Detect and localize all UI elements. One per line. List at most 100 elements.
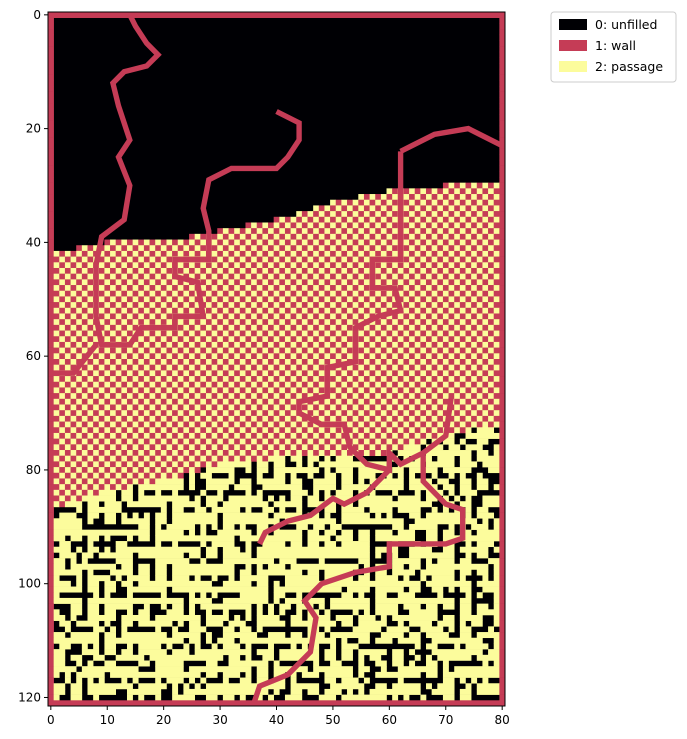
passage-cell bbox=[459, 239, 466, 246]
passage-cell bbox=[70, 563, 117, 570]
wall-cell bbox=[251, 364, 258, 371]
passage-cell bbox=[262, 427, 269, 434]
wall-cell bbox=[59, 478, 66, 485]
wall-cell bbox=[380, 267, 387, 274]
wall-cell bbox=[48, 609, 54, 616]
passage-cell bbox=[200, 285, 207, 292]
wall-cell bbox=[301, 404, 308, 411]
passage-cell bbox=[155, 376, 162, 383]
passage-cell bbox=[442, 666, 449, 673]
passage-cell bbox=[121, 319, 128, 326]
wall-cell bbox=[307, 410, 314, 417]
passage-cell bbox=[363, 279, 370, 286]
wall-cell bbox=[318, 330, 325, 337]
wall-cell bbox=[48, 450, 60, 457]
wall-cell bbox=[222, 324, 229, 331]
passage-cell bbox=[347, 688, 353, 695]
wall-cell bbox=[465, 194, 472, 201]
passage-cell bbox=[352, 279, 359, 286]
passage-cell bbox=[426, 410, 432, 417]
passage-cell bbox=[392, 489, 399, 496]
passage-cell bbox=[392, 216, 399, 223]
wall-cell bbox=[307, 273, 314, 280]
passage-cell bbox=[228, 427, 235, 434]
wall-cell bbox=[115, 330, 122, 337]
passage-cell bbox=[155, 285, 162, 292]
passage-cell bbox=[324, 410, 331, 417]
wall-cell bbox=[296, 421, 303, 428]
wall-cell bbox=[493, 347, 506, 354]
wall-cell bbox=[499, 580, 506, 587]
passage-cell bbox=[414, 421, 421, 428]
wall-cell bbox=[454, 319, 461, 326]
wall-cell bbox=[256, 233, 263, 240]
wall-cell bbox=[256, 267, 263, 274]
passage-cell bbox=[149, 302, 156, 309]
passage-cell bbox=[347, 205, 353, 212]
passage-cell bbox=[160, 592, 167, 599]
passage-cell bbox=[93, 626, 105, 633]
passage-cell bbox=[228, 267, 235, 274]
wall-cell bbox=[262, 341, 269, 348]
passage-cell bbox=[380, 353, 387, 360]
passage-cell bbox=[482, 421, 489, 428]
passage-cell bbox=[431, 393, 438, 400]
wall-cell bbox=[155, 370, 162, 377]
passage-cell bbox=[155, 387, 162, 394]
passage-cell bbox=[284, 404, 291, 411]
wall-cell bbox=[284, 296, 291, 303]
wall-cell bbox=[476, 341, 483, 348]
passage-cell bbox=[352, 302, 359, 309]
wall-cell bbox=[177, 381, 184, 388]
wall-cell bbox=[262, 398, 269, 405]
passage-cell bbox=[228, 324, 235, 331]
passage-cell bbox=[403, 398, 410, 405]
wall-cell bbox=[48, 614, 54, 621]
wall-cell bbox=[234, 324, 241, 331]
passage-cell bbox=[375, 438, 382, 445]
passage-cell bbox=[369, 319, 376, 326]
passage-cell bbox=[149, 336, 156, 343]
passage-cell bbox=[369, 410, 376, 417]
wall-cell bbox=[251, 296, 258, 303]
y-tick-label: 100 bbox=[18, 577, 41, 591]
passage-cell bbox=[245, 262, 252, 269]
wall-cell bbox=[488, 410, 495, 417]
passage-cell bbox=[81, 245, 88, 252]
wall-cell bbox=[166, 450, 173, 457]
passage-cell bbox=[437, 262, 444, 269]
passage-cell bbox=[245, 353, 252, 360]
wall-cell bbox=[426, 233, 432, 240]
wall-cell bbox=[471, 313, 478, 320]
passage-cell bbox=[268, 632, 286, 639]
passage-cell bbox=[222, 632, 258, 639]
wall-cell bbox=[194, 239, 201, 246]
passage-cell bbox=[256, 489, 263, 496]
passage-cell bbox=[262, 267, 269, 274]
passage-cell bbox=[98, 285, 105, 292]
passage-cell bbox=[115, 245, 122, 252]
passage-cell bbox=[87, 376, 94, 383]
wall-cell bbox=[363, 296, 370, 303]
wall-cell bbox=[172, 432, 179, 439]
wall-cell bbox=[414, 347, 421, 354]
wall-cell bbox=[166, 347, 173, 354]
passage-cell bbox=[132, 341, 139, 348]
passage-cell bbox=[358, 353, 365, 360]
passage-cell bbox=[459, 484, 472, 491]
wall-cell bbox=[330, 387, 337, 394]
wall-cell bbox=[251, 307, 258, 314]
passage-cell bbox=[409, 393, 416, 400]
passage-cell bbox=[307, 313, 314, 320]
passage-cell bbox=[448, 228, 455, 235]
passage-cell bbox=[409, 370, 416, 377]
wall-cell bbox=[499, 632, 506, 639]
wall-cell bbox=[273, 228, 280, 235]
wall-cell bbox=[245, 336, 252, 343]
wall-cell bbox=[442, 319, 449, 326]
passage-cell bbox=[205, 347, 212, 354]
wall-cell bbox=[217, 228, 224, 235]
wall-cell bbox=[380, 393, 387, 400]
wall-cell bbox=[380, 370, 387, 377]
wall-cell bbox=[48, 74, 54, 81]
